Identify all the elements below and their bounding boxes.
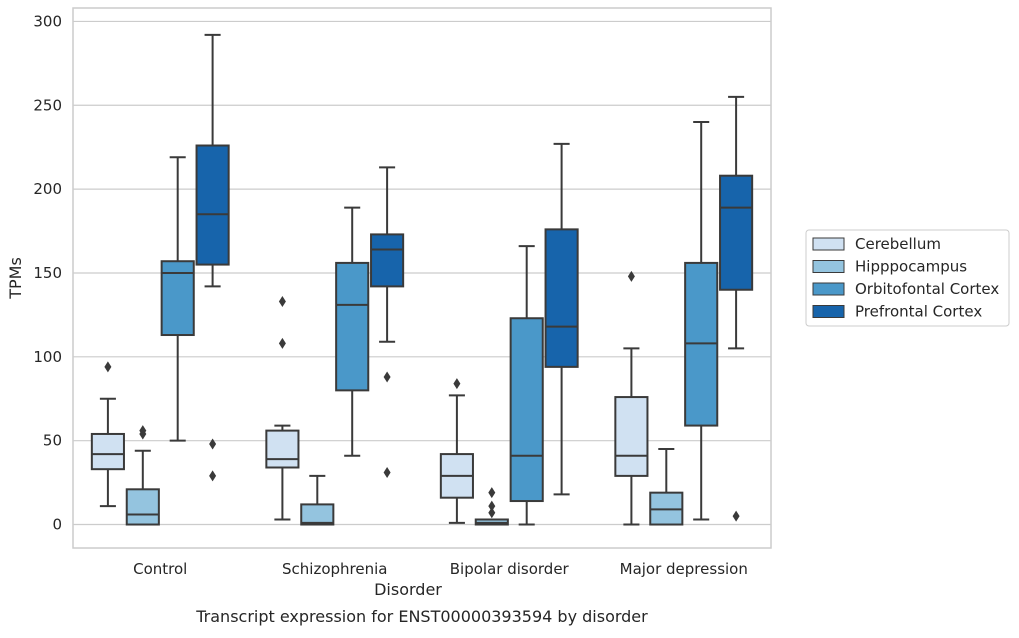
chart-caption: Transcript expression for ENST0000039359… bbox=[195, 607, 648, 626]
legend-swatch bbox=[812, 282, 845, 296]
legend-label: Orbitofontal Cortex bbox=[855, 280, 999, 298]
box-group bbox=[335, 206, 370, 457]
outlier-point bbox=[732, 510, 740, 522]
y-tick-label: 100 bbox=[33, 348, 62, 366]
box bbox=[335, 261, 370, 392]
box-group bbox=[474, 487, 509, 526]
box-group bbox=[649, 448, 684, 526]
outlier-point bbox=[383, 371, 391, 383]
box-group bbox=[300, 474, 335, 526]
outlier-point bbox=[488, 507, 496, 519]
box-group bbox=[544, 142, 579, 496]
outlier-point bbox=[209, 438, 217, 450]
box bbox=[370, 233, 405, 288]
outlier-point bbox=[278, 337, 286, 349]
box-group bbox=[614, 270, 649, 526]
outlier-point bbox=[278, 295, 286, 307]
legend-frame bbox=[805, 229, 1010, 327]
x-tick-label: Schizophrenia bbox=[282, 560, 387, 578]
y-tick-label: 200 bbox=[33, 180, 62, 198]
box bbox=[544, 228, 579, 368]
outlier-point bbox=[383, 467, 391, 479]
outlier-point bbox=[488, 487, 496, 499]
box bbox=[719, 174, 754, 291]
outlier-point bbox=[139, 425, 147, 437]
outlier-point bbox=[104, 361, 112, 373]
box bbox=[509, 317, 544, 503]
plot-area: 0 50 100 150 200 250 300 Control Schizophrenia Bi… bbox=[33, 7, 772, 578]
legend-swatch bbox=[812, 260, 845, 273]
legend-label: Prefrontal Cortex bbox=[855, 303, 982, 321]
box-group bbox=[439, 378, 474, 524]
legend-label: Hipppocampus bbox=[855, 258, 967, 276]
outlier-point bbox=[488, 500, 496, 512]
y-tick-label: 150 bbox=[33, 264, 62, 282]
box-group bbox=[125, 425, 160, 526]
legend-label: Cerebellum bbox=[855, 235, 941, 253]
box-group bbox=[719, 95, 754, 522]
legend-swatch bbox=[812, 237, 845, 251]
y-tick-label: 250 bbox=[33, 96, 62, 114]
y-tick-label: 300 bbox=[33, 12, 62, 30]
outlier-point bbox=[209, 470, 217, 482]
legend-swatch bbox=[812, 305, 845, 318]
x-axis-label: Disorder bbox=[374, 580, 442, 599]
box-group bbox=[684, 121, 719, 521]
box-group bbox=[370, 166, 405, 479]
box bbox=[300, 503, 335, 526]
y-axis-label: TPMs bbox=[6, 257, 25, 300]
box-group bbox=[509, 245, 544, 526]
box-group bbox=[90, 361, 125, 508]
y-tick-label: 0 bbox=[52, 516, 62, 534]
outlier-point bbox=[453, 378, 461, 390]
box bbox=[614, 396, 649, 477]
axis-labels: Disorder TPMs Transcript expression for … bbox=[6, 257, 648, 626]
box-group bbox=[160, 156, 195, 442]
box bbox=[265, 429, 300, 469]
y-tick-label: 50 bbox=[43, 432, 62, 450]
outlier-point bbox=[627, 270, 635, 282]
x-tick-label: Control bbox=[133, 560, 187, 578]
x-tick-label: Bipolar disorder bbox=[450, 560, 570, 578]
plot-border bbox=[72, 7, 772, 549]
legend: Cerebellum Hipppocampus Orbitofontal Corte… bbox=[805, 229, 1010, 327]
box bbox=[90, 432, 125, 471]
box-group bbox=[195, 33, 230, 482]
box bbox=[125, 488, 160, 526]
box-group bbox=[265, 295, 300, 521]
box bbox=[195, 144, 230, 266]
x-tick-label: Major depression bbox=[620, 560, 748, 578]
